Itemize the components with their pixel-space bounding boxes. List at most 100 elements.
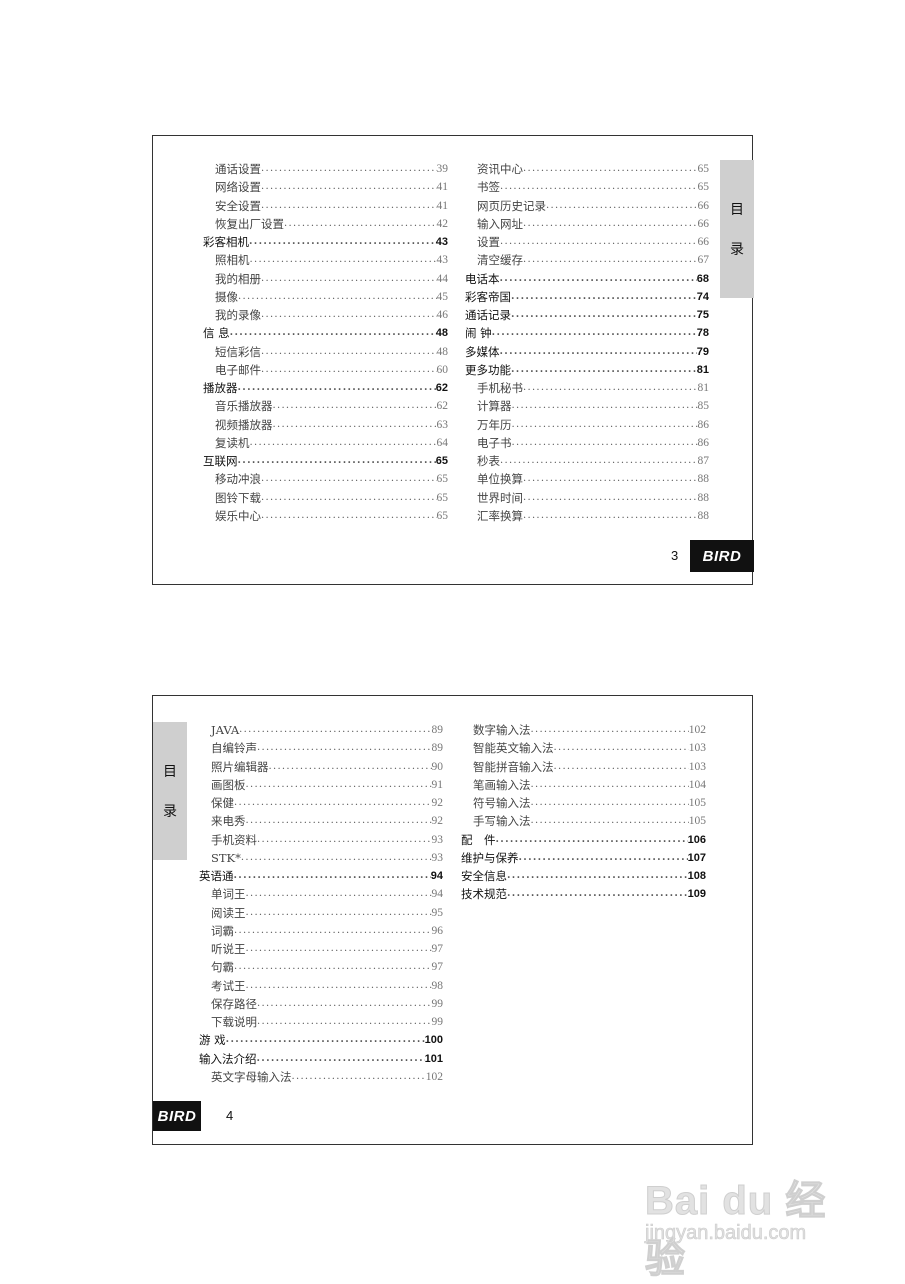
toc-entry-label: 智能英文输入法 bbox=[473, 741, 554, 756]
toc-entry[interactable]: 网页历史记录 66 bbox=[465, 195, 709, 213]
toc-entry[interactable]: 电话本 68 bbox=[465, 268, 709, 286]
toc-entry[interactable]: 照相机 43 bbox=[203, 249, 448, 267]
toc-entry[interactable]: 秒表 87 bbox=[465, 450, 709, 468]
toc-entry[interactable]: 多媒体 79 bbox=[465, 341, 709, 359]
toc-entry[interactable]: 下载说明 99 bbox=[199, 1011, 443, 1029]
toc-entry-page: 42 bbox=[436, 217, 449, 230]
toc-entry[interactable]: 我的相册 44 bbox=[203, 268, 448, 286]
toc-entry-page: 98 bbox=[431, 979, 444, 992]
toc-entry[interactable]: 单词王 94 bbox=[199, 883, 443, 901]
dot-leader bbox=[261, 472, 437, 486]
toc-entry[interactable]: 阅读王 95 bbox=[199, 902, 443, 920]
dot-leader bbox=[238, 454, 436, 468]
toc-entry-label: 数字输入法 bbox=[473, 723, 531, 737]
toc-entry[interactable]: 手写输入法 105 bbox=[461, 810, 706, 828]
toc-entry[interactable]: 游 戏 100 bbox=[199, 1029, 443, 1047]
toc-entry-label: 配 件 bbox=[461, 832, 496, 847]
toc-entry[interactable]: 照片编辑器 90 bbox=[199, 756, 443, 774]
toc-entry[interactable]: 通话设置 39 bbox=[203, 158, 448, 176]
dot-leader bbox=[246, 979, 432, 993]
toc-entry[interactable]: JAVA 89 bbox=[199, 719, 443, 737]
toc-entry-page: 68 bbox=[696, 272, 709, 285]
toc-entry-page: 102 bbox=[688, 724, 706, 736]
toc-entry[interactable]: 汇率换算 88 bbox=[465, 505, 709, 523]
toc-entry[interactable]: 播放器 62 bbox=[203, 377, 448, 395]
toc-entry[interactable]: 符号输入法 105 bbox=[461, 792, 706, 810]
toc-entry[interactable]: 信 息 48 bbox=[203, 322, 448, 340]
toc-entry[interactable]: 笔画输入法 104 bbox=[461, 774, 706, 792]
toc-entry[interactable]: 电子书 86 bbox=[465, 432, 709, 450]
toc-entry[interactable]: 互联网 65 bbox=[203, 450, 448, 468]
toc-entry-page: 41 bbox=[436, 199, 449, 212]
toc-entry[interactable]: 画图板 91 bbox=[199, 774, 443, 792]
toc-entry[interactable]: 手机资料 93 bbox=[199, 829, 443, 847]
toc-entry[interactable]: STK* 93 bbox=[199, 847, 443, 865]
toc-entry[interactable]: 数字输入法 102 bbox=[461, 719, 706, 737]
toc-entry-page: 66 bbox=[697, 199, 710, 212]
toc-entry[interactable]: 词霸 96 bbox=[199, 920, 443, 938]
toc-entry-page: 97 bbox=[431, 961, 444, 974]
toc-entry[interactable]: 恢复出厂设置 42 bbox=[203, 213, 448, 231]
toc-entry[interactable]: 视频播放器 63 bbox=[203, 414, 448, 432]
toc-entry[interactable]: 通话记录 75 bbox=[465, 304, 709, 322]
toc-entry-page: 91 bbox=[431, 778, 444, 791]
toc-entry[interactable]: 输入网址 66 bbox=[465, 213, 709, 231]
toc-entry[interactable]: 移动冲浪 65 bbox=[203, 468, 448, 486]
dot-leader bbox=[531, 796, 689, 810]
toc-entry[interactable]: 资讯中心 65 bbox=[465, 158, 709, 176]
toc-entry[interactable]: 维护与保养 107 bbox=[461, 847, 706, 865]
toc-entry[interactable]: 输入法介绍 101 bbox=[199, 1048, 443, 1066]
toc-entry-page: 88 bbox=[697, 491, 710, 504]
toc-entry[interactable]: 世界时间 88 bbox=[465, 487, 709, 505]
toc-entry-label: 资讯中心 bbox=[477, 162, 523, 176]
dot-leader bbox=[523, 472, 698, 486]
dot-leader bbox=[257, 741, 432, 755]
toc-entry[interactable]: 我的录像 46 bbox=[203, 304, 448, 322]
dot-leader bbox=[531, 778, 689, 792]
toc-entry[interactable]: 摄像 45 bbox=[203, 286, 448, 304]
toc-entry[interactable]: 复读机 64 bbox=[203, 432, 448, 450]
toc-entry[interactable]: 安全信息 108 bbox=[461, 865, 706, 883]
toc-entry[interactable]: 听说王 97 bbox=[199, 938, 443, 956]
toc-entry[interactable]: 娱乐中心 65 bbox=[203, 505, 448, 523]
toc-entry[interactable]: 英语通 94 bbox=[199, 865, 443, 883]
page-number: 4 bbox=[226, 1108, 234, 1123]
toc-entry[interactable]: 智能英文输入法 103 bbox=[461, 737, 706, 755]
toc-entry[interactable]: 智能拼音输入法 103 bbox=[461, 756, 706, 774]
toc-entry-label: STK* bbox=[211, 850, 241, 865]
toc-entry[interactable]: 保存路径 99 bbox=[199, 993, 443, 1011]
toc-entry[interactable]: 图铃下载 65 bbox=[203, 487, 448, 505]
toc-entry[interactable]: 考试王 98 bbox=[199, 975, 443, 993]
toc-entry[interactable]: 彩客帝国 74 bbox=[465, 286, 709, 304]
toc-entry[interactable]: 闹 钟 78 bbox=[465, 322, 709, 340]
dot-leader bbox=[531, 814, 689, 828]
toc-entry[interactable]: 彩客相机 43 bbox=[203, 231, 448, 249]
toc-entry[interactable]: 配 件 106 bbox=[461, 829, 706, 847]
toc-entry[interactable]: 电子邮件 60 bbox=[203, 359, 448, 377]
toc-entry[interactable]: 书签 65 bbox=[465, 176, 709, 194]
toc-entry-label: 安全信息 bbox=[461, 869, 507, 883]
toc-entry[interactable]: 清空缓存 67 bbox=[465, 249, 709, 267]
toc-entry[interactable]: 技术规范 109 bbox=[461, 883, 706, 901]
toc-entry[interactable]: 更多功能 81 bbox=[465, 359, 709, 377]
toc-entry[interactable]: 手机秘书 81 bbox=[465, 377, 709, 395]
toc-entry[interactable]: 保健 92 bbox=[199, 792, 443, 810]
toc-entry-page: 105 bbox=[688, 797, 706, 809]
toc-entry[interactable]: 万年历 86 bbox=[465, 414, 709, 432]
toc-entry[interactable]: 自编铃声 89 bbox=[199, 737, 443, 755]
toc-entry[interactable]: 设置 66 bbox=[465, 231, 709, 249]
toc-entry[interactable]: 单位换算 88 bbox=[465, 468, 709, 486]
toc-entry[interactable]: 网络设置 41 bbox=[203, 176, 448, 194]
toc-entry[interactable]: 短信彩信 48 bbox=[203, 341, 448, 359]
dot-leader bbox=[257, 997, 432, 1011]
toc-entry[interactable]: 来电秀 92 bbox=[199, 810, 443, 828]
toc-entry-label: 英语通 bbox=[199, 869, 234, 883]
toc-entry-label: 手机秘书 bbox=[477, 381, 523, 395]
toc-entry[interactable]: 句霸 97 bbox=[199, 956, 443, 974]
toc-entry[interactable]: 计算器 85 bbox=[465, 395, 709, 413]
toc-entry[interactable]: 安全设置 41 bbox=[203, 195, 448, 213]
dot-leader bbox=[241, 851, 432, 865]
toc-entry-label: 短信彩信 bbox=[215, 344, 261, 359]
toc-entry[interactable]: 英文字母输入法 102 bbox=[199, 1066, 443, 1084]
toc-entry[interactable]: 音乐播放器 62 bbox=[203, 395, 448, 413]
